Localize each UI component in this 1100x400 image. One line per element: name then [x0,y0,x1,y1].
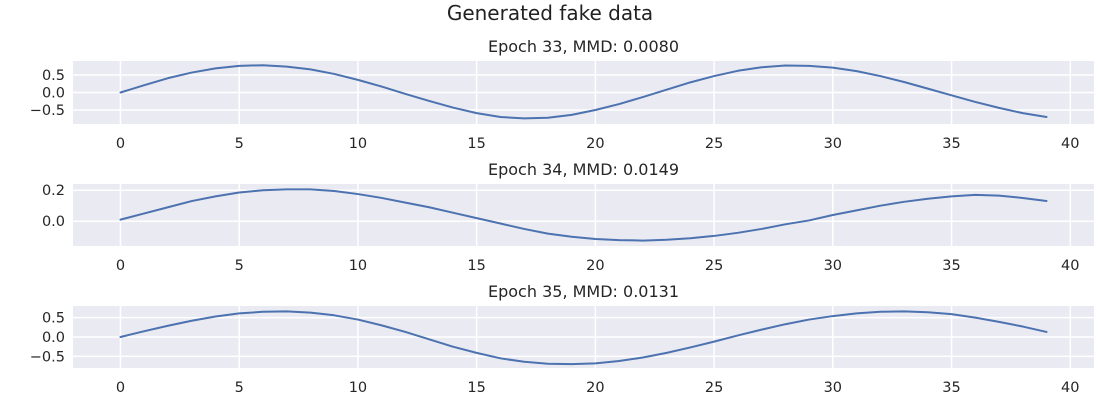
x-tick-label: 0 [116,380,125,396]
x-tick-label: 15 [467,136,485,152]
x-tick-label: 20 [586,136,604,152]
x-tick-label: 30 [824,380,842,396]
y-tick-label: 0.5 [42,68,65,84]
y-tick-label: 0.0 [42,214,65,230]
x-tick-label: 20 [586,258,604,274]
y-tick-label: 0.2 [42,183,65,199]
y-tick-label: 0.0 [42,86,65,102]
figure-title: Generated fake data [446,1,654,25]
x-tick-label: 0 [116,258,125,274]
x-tick-label: 25 [705,136,723,152]
y-tick-label: −0.5 [30,349,65,365]
subplot-title: Epoch 34, MMD: 0.0149 [488,160,679,179]
x-tick-label: 10 [349,258,367,274]
subplot-3: 0 5 10 15 20 25 30 35 40 0.5 0.0 −0.5 Epoch 35, MMD:… [30,282,1094,396]
x-tick-label: 30 [824,258,842,274]
plot-background [73,184,1094,246]
x-tick-label: 15 [467,380,485,396]
x-tick-label: 5 [235,380,244,396]
y-tick-label: 0.0 [42,330,65,346]
series-line [119,64,1048,120]
x-tick-label: 25 [705,258,723,274]
subplot-2: 0 5 10 15 20 25 30 35 40 0.2 0.0 Epoch 34, MMD: 0.0… [42,160,1094,274]
series-line [119,310,1048,366]
x-tick-label: 35 [942,136,960,152]
x-tick-label: 0 [116,136,125,152]
series-line [119,188,1048,242]
subplot-title: Epoch 35, MMD: 0.0131 [488,282,679,301]
x-tick-label: 40 [1061,136,1079,152]
x-tick-label: 30 [824,136,842,152]
x-tick-label: 35 [942,258,960,274]
x-tick-label: 25 [705,380,723,396]
x-tick-label: 20 [586,380,604,396]
x-tick-label: 40 [1061,380,1079,396]
y-tick-label: −0.5 [30,103,65,119]
x-tick-label: 5 [235,136,244,152]
x-tick-label: 5 [235,258,244,274]
x-tick-label: 10 [349,380,367,396]
y-tick-label: 0.5 [42,311,65,327]
x-tick-label: 35 [942,380,960,396]
x-tick-label: 40 [1061,258,1079,274]
x-tick-label: 15 [467,258,485,274]
x-tick-label: 10 [349,136,367,152]
subplot-title: Epoch 33, MMD: 0.0080 [488,37,679,56]
subplot-1: 0 5 10 15 20 25 30 35 40 0.5 0.0−0.5 Epoch 33, MMD:… [30,37,1094,152]
